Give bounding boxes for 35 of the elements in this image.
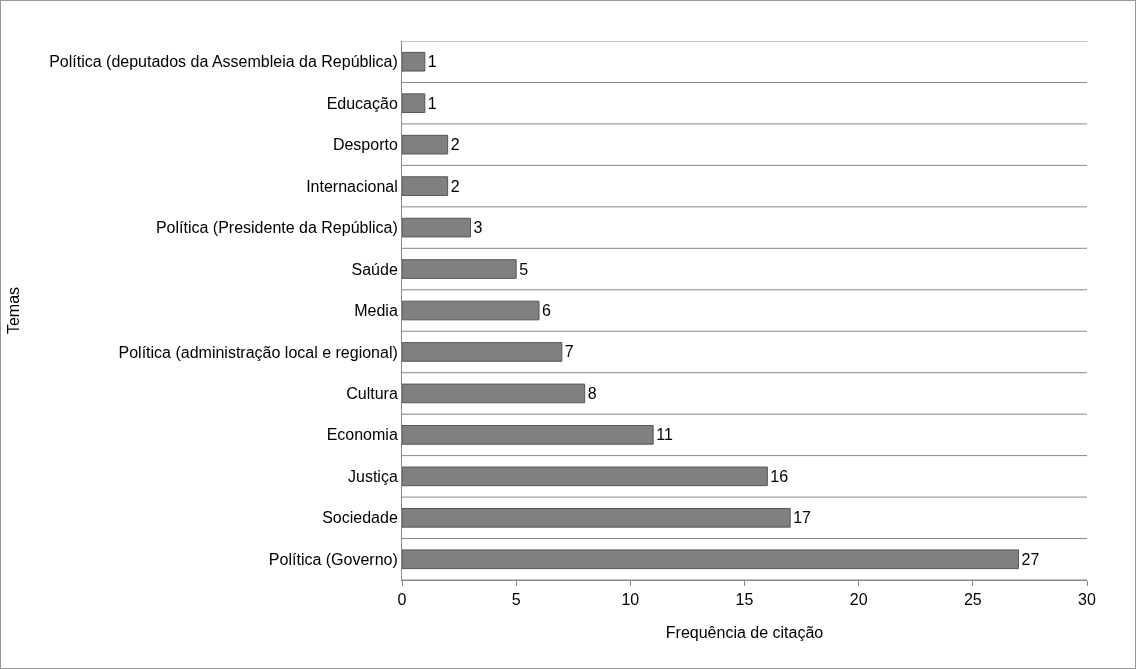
x-tick-label: 15 [735, 591, 754, 609]
data-label: 1 [427, 94, 437, 112]
x-tick-label: 10 [621, 591, 640, 609]
x-tick-label: 25 [963, 591, 982, 609]
data-label: 5 [519, 260, 529, 278]
y-tick-label: Desporto [332, 136, 398, 154]
y-tick-label: Educação [326, 94, 398, 112]
data-label: 7 [564, 343, 574, 361]
y-tick-label: Cultura [346, 385, 398, 403]
y-tick-label: Política (Presidente da República) [155, 219, 398, 237]
y-tick-label: Política (deputados da Assembleia da República) [49, 53, 398, 71]
data-label: 8 [587, 384, 597, 402]
y-tick-label: Política (administração local e regional) [118, 343, 398, 361]
data-label: 27 [1021, 550, 1040, 568]
y-tick-label: Media [354, 302, 398, 320]
data-label: 2 [450, 177, 460, 195]
data-label: 6 [542, 302, 551, 319]
y-tick-label: Economia [326, 426, 398, 444]
y-tick-label: Saúde [351, 260, 398, 278]
x-tick-label: 30 [1078, 591, 1096, 609]
y-tick-label: Internacional [306, 177, 398, 195]
data-label: 17 [793, 509, 812, 527]
x-axis-title: Frequência de citação [665, 624, 824, 641]
y-axis-title: Temas [5, 286, 23, 335]
data-label: 16 [770, 467, 789, 485]
x-tick-label: 5 [511, 591, 521, 609]
y-tick-label: Sociedade [322, 509, 398, 527]
y-tick-label: Política (Governo) [268, 550, 398, 568]
data-label: 2 [450, 136, 460, 154]
data-label: 3 [473, 219, 483, 237]
data-label: 1 [427, 53, 437, 71]
data-label: 11 [656, 426, 673, 444]
x-tick-label: 0 [397, 591, 407, 609]
x-tick-label: 20 [849, 591, 868, 609]
y-tick-label: Justiça [348, 467, 398, 485]
